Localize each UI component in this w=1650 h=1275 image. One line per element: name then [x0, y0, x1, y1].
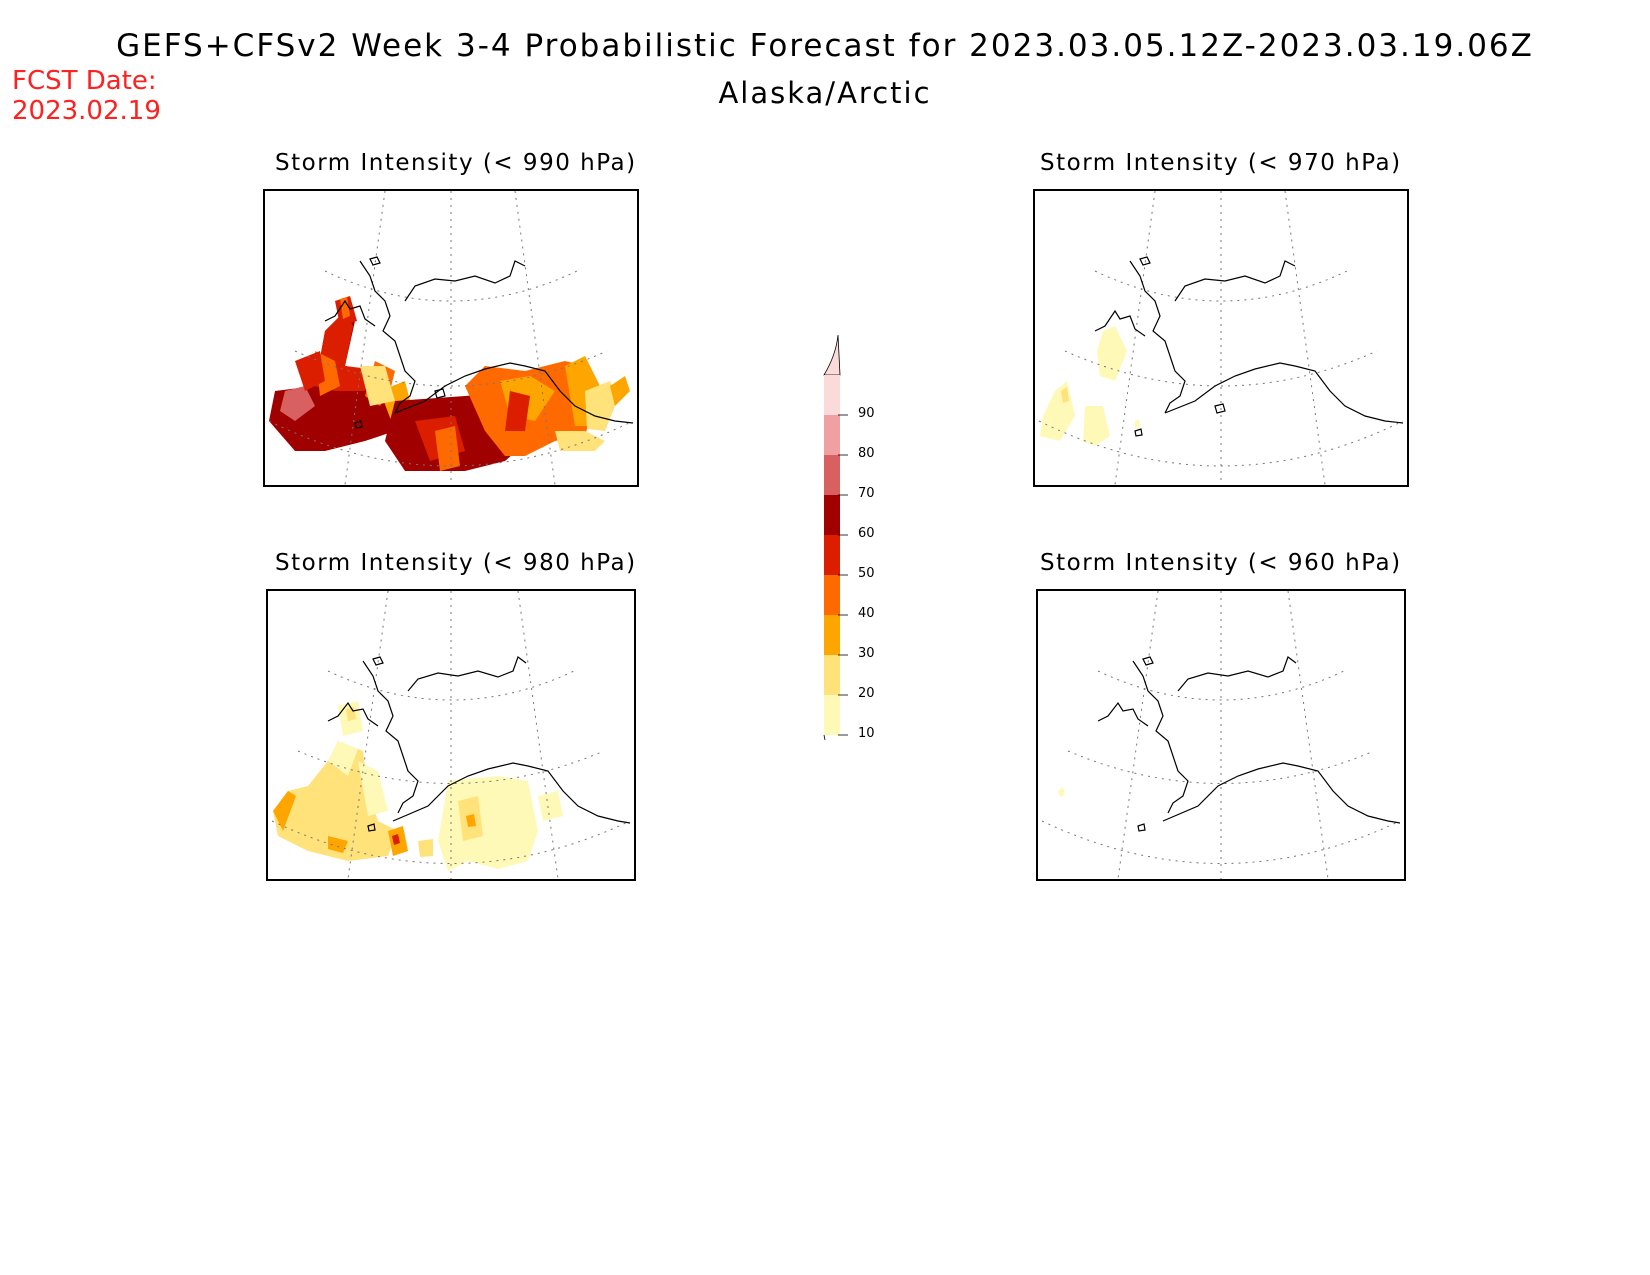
graticule-980 [271, 591, 631, 879]
panel-title-980: Storm Intensity (< 980 hPa) [275, 550, 637, 576]
colorbar-segment [824, 615, 840, 655]
colorbar-tick-label: 80 [858, 446, 875, 461]
colorbar-segment [824, 375, 840, 415]
colorbar-segment [824, 415, 840, 455]
colorbar-segment [824, 455, 840, 495]
fcst-date-label: FCST Date: [12, 66, 157, 96]
coastline-970 [1094, 256, 1404, 437]
colorbar-tick-label: 50 [858, 566, 875, 581]
map-panel-990 [263, 189, 639, 487]
colorbar-tick-label: 70 [858, 486, 875, 501]
fcst-date-block: FCST Date: 2023.02.19 [12, 66, 161, 126]
probability-fill-970 [1040, 326, 1140, 446]
colorbar-tick-label: 60 [858, 526, 875, 541]
colorbar-segment [824, 655, 840, 695]
colorbar-tick-label: 10 [858, 726, 875, 741]
graticule-990 [268, 191, 634, 485]
colorbar-tick-label: 90 [858, 406, 875, 421]
region-subtitle: Alaska/Arctic [718, 76, 932, 110]
colorbar-tick-label: 20 [858, 686, 875, 701]
panel-title-960: Storm Intensity (< 960 hPa) [1040, 550, 1402, 576]
coastline-960 [1097, 656, 1401, 832]
colorbar-segment [824, 495, 840, 535]
colorbar-segment [824, 535, 840, 575]
map-panel-980 [266, 589, 636, 881]
map-panel-970 [1033, 189, 1409, 487]
probability-fill-990 [269, 296, 630, 471]
graticule-970 [1038, 191, 1404, 485]
figure-title: GEFS+CFSv2 Week 3-4 Probabilistic Foreca… [116, 28, 1534, 64]
colorbar-tick-label: 40 [858, 606, 875, 621]
probability-fill-960 [1058, 787, 1065, 797]
colorbar-tick-label: 30 [858, 646, 875, 661]
graticule-960 [1041, 591, 1401, 879]
fcst-date-value: 2023.02.19 [12, 96, 161, 126]
colorbar-segment [824, 575, 840, 615]
coastline-990 [324, 256, 634, 429]
colorbar-segment [824, 695, 840, 735]
colorbar-top-arrow [823, 334, 841, 376]
probability-fill-980 [273, 701, 563, 871]
panel-title-990: Storm Intensity (< 990 hPa) [275, 150, 637, 176]
colorbar [820, 330, 860, 776]
panel-title-970: Storm Intensity (< 970 hPa) [1040, 150, 1402, 176]
map-panel-960 [1036, 589, 1406, 881]
colorbar-bottom-arrow [823, 734, 833, 776]
coastline-980 [327, 656, 631, 832]
